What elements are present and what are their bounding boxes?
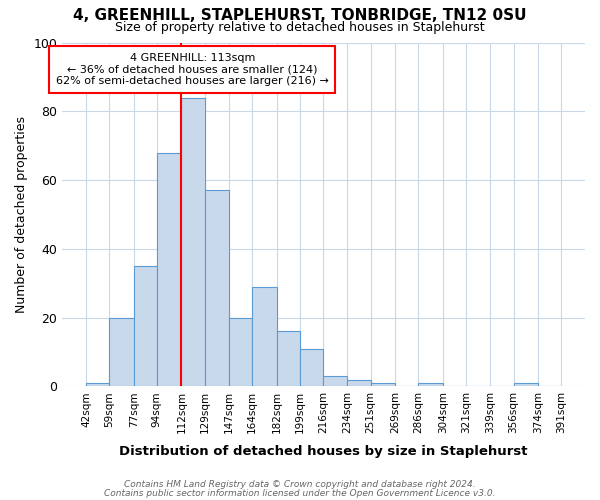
Bar	[418, 383, 443, 386]
Bar	[109, 318, 134, 386]
Text: 4, GREENHILL, STAPLEHURST, TONBRIDGE, TN12 0SU: 4, GREENHILL, STAPLEHURST, TONBRIDGE, TN…	[73, 8, 527, 22]
Bar	[86, 383, 109, 386]
Bar	[300, 348, 323, 387]
Text: 4 GREENHILL: 113sqm
← 36% of detached houses are smaller (124)
62% of semi-detac: 4 GREENHILL: 113sqm ← 36% of detached ho…	[56, 53, 329, 86]
Bar	[323, 376, 347, 386]
Bar	[277, 332, 300, 386]
Text: Contains HM Land Registry data © Crown copyright and database right 2024.: Contains HM Land Registry data © Crown c…	[124, 480, 476, 489]
Y-axis label: Number of detached properties: Number of detached properties	[15, 116, 28, 313]
Bar	[252, 286, 277, 386]
Bar	[134, 266, 157, 386]
Text: Contains public sector information licensed under the Open Government Licence v3: Contains public sector information licen…	[104, 489, 496, 498]
Bar	[514, 383, 538, 386]
Bar	[229, 318, 252, 386]
Bar	[205, 190, 229, 386]
Bar	[157, 152, 181, 386]
Bar	[347, 380, 371, 386]
Bar	[181, 98, 205, 387]
Bar	[371, 383, 395, 386]
Text: Size of property relative to detached houses in Staplehurst: Size of property relative to detached ho…	[115, 21, 485, 34]
X-axis label: Distribution of detached houses by size in Staplehurst: Distribution of detached houses by size …	[119, 444, 528, 458]
